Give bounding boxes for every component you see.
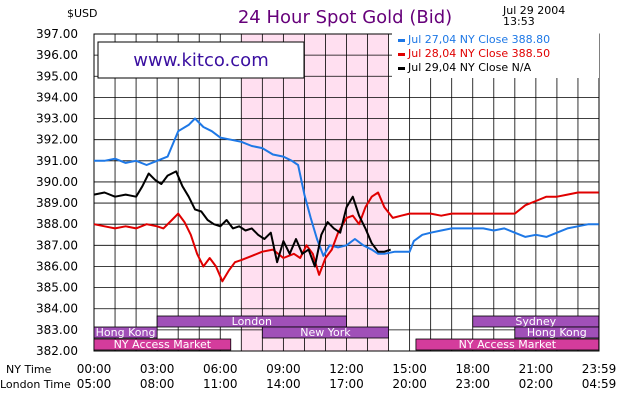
y-tick-label: 391.00 [36, 154, 78, 168]
session-bar-label: Hong Kong [96, 326, 156, 339]
tick-layer: 397.00 396.00 395.00 394.00 393.00 392.00 391.… [36, 27, 616, 391]
session-bar: Sydney [472, 315, 600, 328]
x-tick-label-london: 23:00 [455, 377, 490, 391]
session-bar-rect [93, 326, 158, 339]
x-tick-label-ny: 09:00 [266, 362, 301, 376]
session-bar-label: Hong Kong [527, 326, 587, 339]
y-tick-label: 396.00 [36, 48, 78, 62]
y-tick-label: 386.00 [36, 259, 78, 273]
x-tick-label-london: 11:00 [203, 377, 238, 391]
chart-time: 13:53 [503, 15, 535, 28]
watermark-box: www.kitco.com [97, 41, 305, 79]
x-tick-label-ny: 18:00 [455, 362, 490, 376]
grid-layer [93, 33, 600, 352]
y-tick-label: 383.00 [36, 323, 78, 337]
session-bar: NY Access Market [415, 338, 600, 351]
london-time-row-label: London Time [0, 378, 71, 391]
legend-swatch-2 [398, 53, 405, 56]
y-tick-label: 382.00 [36, 344, 78, 358]
session-bar-rect [156, 315, 347, 328]
series-line-1 [94, 117, 599, 257]
currency-label: $USD [67, 7, 98, 20]
series-line-2 [93, 191, 599, 283]
session-bar-rect [415, 338, 600, 351]
session-bar: Hong Kong [514, 326, 600, 339]
y-tick-label: 385.00 [36, 281, 78, 295]
session-bar-rect [93, 338, 232, 351]
session-bar: Hong Kong [93, 326, 158, 339]
y-tick-label: 394.00 [36, 90, 78, 104]
legend-swatch-1 [398, 39, 405, 42]
session-bar-label: London [232, 315, 272, 328]
x-tick-label-london: 08:00 [140, 377, 175, 391]
session-bar-label: New York [300, 326, 351, 339]
background-layer [241, 34, 389, 351]
chart-date: Jul 29 2004 [502, 4, 565, 17]
session-bar-label: Sydney [515, 315, 556, 328]
session-bar: NY Access Market [93, 338, 232, 351]
legend-label-3: Jul 29,04 NY Close N/A [407, 61, 532, 74]
session-bar-rect [514, 326, 600, 339]
x-tick-label-london: 17:00 [329, 377, 364, 391]
ny-time-row-label: NY Time [6, 363, 52, 376]
chart-title: 24 Hour Spot Gold (Bid) [238, 7, 452, 28]
x-tick-label-ny: 03:00 [140, 362, 175, 376]
y-tick-label: 395.00 [36, 69, 78, 83]
session-bar: London [156, 315, 347, 328]
watermark-text: www.kitco.com [133, 50, 268, 71]
y-tick-label: 392.00 [36, 133, 78, 147]
series-layer [93, 117, 599, 283]
legend-swatch-3 [398, 67, 405, 70]
y-tick-label: 384.00 [36, 302, 78, 316]
london-hours-shade [241, 34, 389, 351]
session-bar: New York [261, 326, 389, 339]
series-line-3 [93, 170, 392, 268]
x-tick-label-ny: 06:00 [203, 362, 238, 376]
x-tick-label-ny: 12:00 [329, 362, 364, 376]
session-bar-label: NY Access Market [459, 338, 557, 351]
y-tick-label: 388.00 [36, 217, 78, 231]
x-tick-label-ny: 21:00 [519, 362, 554, 376]
legend-box [392, 33, 599, 78]
legend-label-1: Jul 27,04 NY Close 388.80 [407, 33, 550, 46]
x-tick-label-ny: 15:00 [392, 362, 427, 376]
session-bar-rect [261, 326, 389, 339]
session-bar-label: NY Access Market [114, 338, 212, 351]
x-tick-label-london: 20:00 [392, 377, 427, 391]
x-tick-label-london: 04:59 [582, 377, 617, 391]
x-tick-label-ny: 00:00 [77, 362, 112, 376]
y-tick-label: 387.00 [36, 238, 78, 252]
x-tick-label-london: 14:00 [266, 377, 301, 391]
y-tick-label: 393.00 [36, 112, 78, 126]
y-tick-label: 397.00 [36, 27, 78, 41]
x-tick-label-ny: 23:59 [582, 362, 617, 376]
x-tick-label-london: 02:00 [519, 377, 554, 391]
legend-label-2: Jul 28,04 NY Close 388.50 [407, 47, 550, 60]
x-tick-label-london: 05:00 [77, 377, 112, 391]
y-tick-label: 389.00 [36, 196, 78, 210]
y-tick-label: 390.00 [36, 175, 78, 189]
